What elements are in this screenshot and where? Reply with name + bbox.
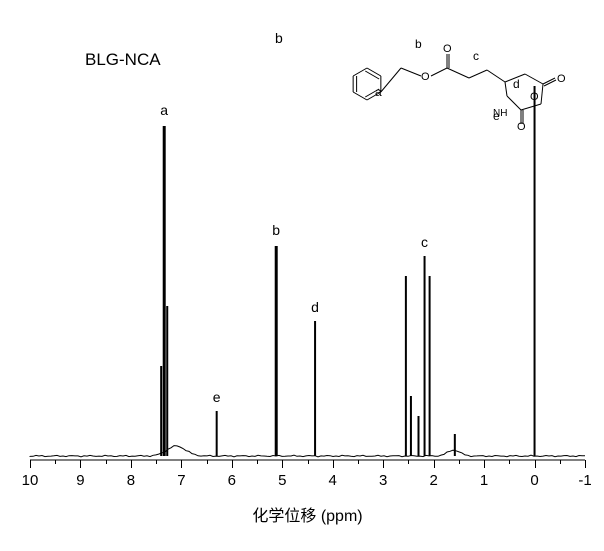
x-tick [434, 460, 435, 468]
x-axis-label: 化学位移 (ppm) [30, 502, 585, 526]
x-minor-tick [207, 460, 208, 464]
x-tick-label: 9 [76, 472, 84, 489]
x-tick-label: 6 [228, 472, 236, 489]
x-minor-tick [156, 460, 157, 464]
x-tick [383, 460, 384, 468]
svg-text:O: O [421, 71, 430, 83]
x-tick [30, 460, 31, 468]
floating-label: b [275, 30, 283, 46]
peak-label-a: a [160, 102, 168, 118]
svg-text:O: O [517, 121, 526, 133]
svg-text:O: O [443, 43, 452, 55]
svg-text:a: a [375, 85, 382, 99]
structure-diagram: OOOOONHabcde [335, 38, 580, 130]
figure: BLG-NCA 109876543210-1 化学位移 (ppm) OOOOON… [0, 0, 604, 551]
peak-label-d: d [311, 299, 319, 315]
x-minor-tick [257, 460, 258, 464]
x-minor-tick [358, 460, 359, 464]
svg-text:O: O [530, 91, 539, 103]
x-minor-tick [459, 460, 460, 464]
x-tick-label: 1 [480, 472, 488, 489]
x-tick [80, 460, 81, 468]
svg-text:O: O [557, 73, 566, 85]
x-tick [535, 460, 536, 468]
x-minor-tick [308, 460, 309, 464]
svg-text:c: c [473, 49, 479, 63]
svg-text:e: e [493, 109, 500, 123]
nmr-plot: BLG-NCA 109876543210-1 化学位移 (ppm) OOOOON… [30, 20, 585, 490]
peak-label-b: b [272, 222, 280, 238]
x-tick [484, 460, 485, 468]
x-minor-tick [408, 460, 409, 464]
peak-label-c: c [421, 234, 428, 250]
x-tick [585, 460, 586, 468]
x-minor-tick [560, 460, 561, 464]
x-minor-tick [509, 460, 510, 464]
x-tick-label: 8 [127, 472, 135, 489]
svg-text:d: d [513, 77, 520, 91]
x-tick [131, 460, 132, 468]
x-minor-tick [55, 460, 56, 464]
x-tick-label: 0 [530, 472, 538, 489]
x-tick-label: 5 [278, 472, 286, 489]
x-tick [181, 460, 182, 468]
x-tick-label: 4 [329, 472, 337, 489]
svg-text:b: b [415, 37, 422, 51]
x-tick [282, 460, 283, 468]
x-minor-tick [106, 460, 107, 464]
x-tick-label: 2 [429, 472, 437, 489]
x-tick-label: 7 [177, 472, 185, 489]
x-tick [333, 460, 334, 468]
x-tick [232, 460, 233, 468]
x-tick-label: 10 [22, 472, 39, 489]
peak-label-e: e [213, 389, 221, 405]
x-tick-label: -1 [578, 472, 591, 489]
x-tick-label: 3 [379, 472, 387, 489]
